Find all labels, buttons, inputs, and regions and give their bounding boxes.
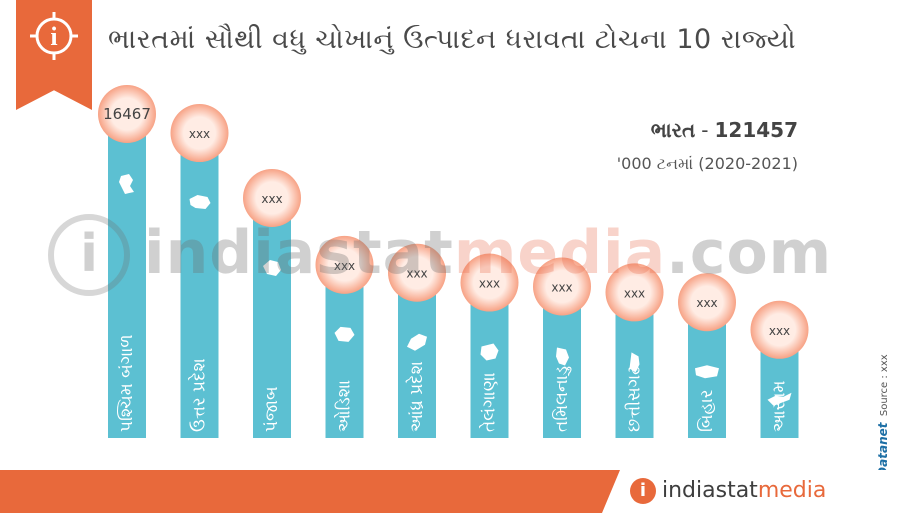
state-map-icon <box>695 365 719 379</box>
value-label: xxx <box>551 280 572 294</box>
page-title: ભારતમાં સૌથી વધુ ચોખાનું ઉત્પાદન ધરાવતા … <box>108 24 797 55</box>
value-bubble <box>678 273 736 332</box>
value-label: xxx <box>696 296 717 310</box>
value-bubble <box>315 235 374 294</box>
bar <box>108 114 146 438</box>
total-label: ભારત <box>650 118 696 142</box>
value-bubble <box>533 257 591 316</box>
state-map-icon <box>334 326 355 342</box>
state-map-icon <box>263 259 281 276</box>
bar-chart: પશ્ચિમ બંગાળ ઉત્તર પ્રદેશ પંજાબ ઓડિશા આંધ્ર … <box>98 85 809 438</box>
bar <box>253 197 291 438</box>
state-map-icon <box>407 333 427 351</box>
value-bubble <box>98 85 156 143</box>
datanet-brand: Datanet <box>876 422 890 477</box>
category-label: છત્તીસગઢ <box>625 366 645 432</box>
state-map-icon <box>629 352 640 373</box>
category-label: ઉત્તર પ્રદેશ <box>188 358 210 432</box>
total-summary: ભારત -121457 <box>650 118 799 142</box>
value-bubble <box>243 168 301 227</box>
value-label: 16467 <box>103 105 151 123</box>
value-label: xxx <box>334 259 355 273</box>
category-label: તેલંગાણા <box>478 372 499 432</box>
state-map-icon <box>189 195 211 210</box>
value-label: xxx <box>406 267 427 281</box>
value-label: xxx <box>261 192 282 206</box>
category-label: પશ્ચિમ બંગાળ <box>117 334 137 432</box>
value-bubble <box>388 243 446 302</box>
unit-label: '000 ટનમાં (2020-2021) <box>616 154 798 173</box>
footer-info-icon: i <box>630 478 656 504</box>
category-label: તમિલનાડુ <box>552 366 572 432</box>
value-bubble <box>605 263 664 322</box>
category-label: આસામ <box>770 380 790 432</box>
state-map-icon <box>767 392 792 406</box>
value-bubble <box>460 253 519 312</box>
value-label: xxx <box>479 277 500 291</box>
value-bubble <box>170 104 229 163</box>
category-label: આંધ્ર પ્રદેશ <box>405 361 427 432</box>
category-label: બિહાર <box>697 389 717 432</box>
value-label: xxx <box>624 286 645 300</box>
state-map-icon <box>119 174 134 194</box>
bar <box>180 133 219 438</box>
svg-text:i: i <box>50 22 57 51</box>
total-value: 121457 <box>714 118 799 142</box>
value-bubble <box>750 300 809 359</box>
category-label: ઓડિશા <box>334 380 355 432</box>
state-map-icon <box>556 347 569 366</box>
state-map-icon <box>480 343 499 361</box>
source-text: Source : xxx <box>879 354 890 417</box>
category-label: પંજાબ <box>262 386 282 432</box>
info-icon: i <box>30 12 78 60</box>
value-label: xxx <box>189 127 210 141</box>
value-label: xxx <box>769 324 790 338</box>
footer-brand: indiastatmedia <box>662 478 827 503</box>
